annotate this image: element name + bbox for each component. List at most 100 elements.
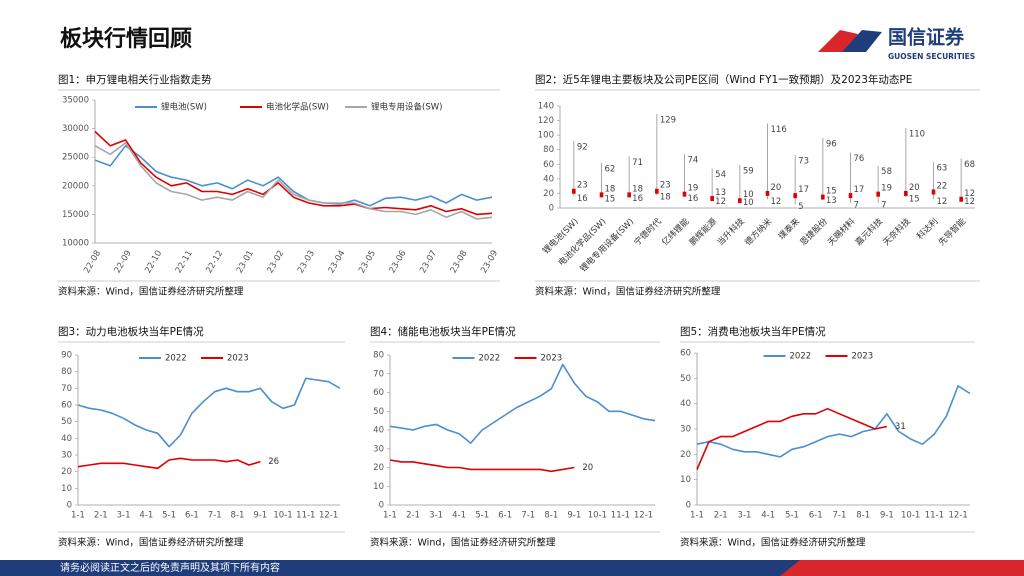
y-tick-label: 40 <box>680 399 691 409</box>
x-tick-label: 4-1 <box>139 511 153 521</box>
pe-current <box>931 189 936 195</box>
pe-current <box>572 188 576 194</box>
min-label: 7 <box>881 200 886 210</box>
x-tick-label: 12-1 <box>634 511 653 521</box>
legend-label: 2023 <box>541 354 563 364</box>
x-tick-label: 23-06 <box>388 249 409 275</box>
series-line <box>94 145 493 207</box>
y-tick-label: 35000 <box>62 96 89 106</box>
x-tick-label: 3-1 <box>117 511 131 521</box>
max-label: 73 <box>798 156 809 166</box>
min-label: 16 <box>632 194 643 204</box>
x-tick-label: 4-1 <box>761 511 775 521</box>
footer-bar <box>0 560 1024 576</box>
chart-title: 图4：储能电池板块当年PE情况 <box>370 325 516 338</box>
x-tick-label: 6-1 <box>185 511 199 521</box>
max-label: 96 <box>826 140 837 150</box>
footer-text: 请务必阅读正文之后的免责声明及其项下所有内容 <box>60 561 280 574</box>
pe-current <box>710 196 714 202</box>
max-label: 58 <box>881 167 892 177</box>
y-tick-label: 50 <box>373 407 384 417</box>
series-line <box>389 363 656 444</box>
legend-label: 2023 <box>852 352 874 362</box>
source-note: 资料来源：Wind，国信证券经济研究所整理 <box>370 537 556 549</box>
pe-current <box>959 196 963 202</box>
x-tick-label: 11-1 <box>296 511 315 521</box>
end-label: 20 <box>582 463 593 473</box>
source-note: 资料来源：Wind，国信证券经济研究所整理 <box>58 537 244 549</box>
chart-title: 图1：申万锂电相关行业指数走势 <box>58 73 212 86</box>
pe-label: 19 <box>881 184 892 194</box>
pe-label: 18 <box>632 184 643 194</box>
y-tick-label: 15000 <box>62 210 89 220</box>
x-tick-label: 8-1 <box>231 511 245 521</box>
y-tick-label: 10 <box>373 482 384 492</box>
series-line <box>696 407 888 470</box>
x-tick-label: 先导智能 <box>936 216 968 248</box>
min-label: 5 <box>798 202 803 212</box>
min-label: 16 <box>688 194 699 204</box>
legend-label: 2023 <box>227 354 249 364</box>
max-label: 116 <box>771 125 787 135</box>
min-label: 15 <box>605 195 616 205</box>
y-tick-label: 0 <box>67 501 72 511</box>
pe-current <box>765 190 770 196</box>
x-tick-label: 2-1 <box>714 511 728 521</box>
x-tick-label: 22-11 <box>174 249 195 275</box>
y-tick-label: 20 <box>543 189 554 199</box>
max-label: 110 <box>909 129 925 139</box>
x-tick-label: 12-1 <box>319 511 338 521</box>
pe-current <box>627 192 631 198</box>
y-tick-label: 0 <box>379 501 384 511</box>
legend-label: 2022 <box>479 354 501 364</box>
x-tick-label: 12-1 <box>948 511 967 521</box>
y-tick-label: 70 <box>61 384 72 394</box>
x-tick-label: 23-08 <box>449 249 470 275</box>
x-tick-label: 23-01 <box>235 249 256 275</box>
y-tick-label: 40 <box>373 426 384 436</box>
legend-label: 电池化学品(SW) <box>266 102 329 113</box>
x-tick-label: 5-1 <box>785 511 799 521</box>
x-tick-label: 嘉元科技 <box>853 216 885 248</box>
legend-label: 2022 <box>790 352 812 362</box>
y-tick-label: 60 <box>373 388 384 398</box>
y-tick-label: 60 <box>61 401 72 411</box>
x-tick-label: 亿纬锂能 <box>660 216 692 248</box>
pe-label: 19 <box>688 184 699 194</box>
pe-current <box>793 193 797 199</box>
x-tick-label: 7-1 <box>208 511 222 521</box>
x-tick-label: 8-1 <box>856 511 870 521</box>
pe-label: 20 <box>909 183 920 193</box>
footer-accent <box>780 560 1024 576</box>
y-tick-label: 140 <box>538 102 554 112</box>
max-label: 54 <box>715 170 726 180</box>
logo-name: 国信证券 <box>888 26 965 49</box>
min-label: 12 <box>771 197 782 207</box>
max-label: 63 <box>937 164 948 174</box>
pe-label: 12 <box>964 189 975 199</box>
x-tick-label: 2-1 <box>94 511 108 521</box>
pe-current <box>599 192 604 198</box>
pe-current <box>848 193 853 199</box>
x-tick-label: 22-08 <box>82 249 103 275</box>
min-label: 12 <box>937 197 948 207</box>
x-tick-label: 宁德时代 <box>632 216 664 248</box>
x-tick-label: 23-03 <box>296 249 317 275</box>
pe-label: 13 <box>715 188 726 198</box>
y-tick-label: 30 <box>680 425 691 435</box>
x-tick-label: 7-1 <box>521 511 535 521</box>
x-tick-label: 2-1 <box>406 511 420 521</box>
pe-label: 10 <box>743 190 754 200</box>
x-tick-label: 电池化学品(SW) <box>556 216 608 268</box>
max-label: 129 <box>660 116 676 126</box>
y-tick-label: 30 <box>373 444 384 454</box>
y-tick-label: 80 <box>543 145 554 155</box>
end-label: 31 <box>895 422 906 432</box>
x-tick-label: 23-07 <box>418 249 439 275</box>
legend-label: 锂电池(SW) <box>161 102 207 113</box>
x-tick-label: 6-1 <box>498 511 512 521</box>
x-tick-label: 3-1 <box>429 511 443 521</box>
y-tick-label: 120 <box>538 116 554 126</box>
y-tick-label: 20000 <box>62 181 89 191</box>
pe-label: 18 <box>605 184 616 194</box>
